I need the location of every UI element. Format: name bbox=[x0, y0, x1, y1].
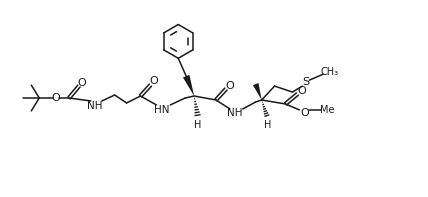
Text: H: H bbox=[194, 120, 202, 130]
Text: O: O bbox=[149, 76, 158, 86]
Text: Me: Me bbox=[320, 105, 334, 115]
Text: CH₃: CH₃ bbox=[320, 67, 338, 77]
Text: S: S bbox=[302, 77, 309, 87]
Polygon shape bbox=[183, 75, 194, 96]
Text: H: H bbox=[264, 120, 271, 130]
Text: NH: NH bbox=[87, 101, 103, 111]
Text: O: O bbox=[52, 93, 60, 103]
Text: O: O bbox=[226, 81, 234, 91]
Polygon shape bbox=[253, 83, 262, 100]
Text: NH: NH bbox=[227, 108, 243, 118]
Text: O: O bbox=[77, 78, 86, 88]
Text: HN: HN bbox=[154, 105, 169, 115]
Text: O: O bbox=[300, 108, 309, 118]
Text: O: O bbox=[297, 86, 306, 96]
